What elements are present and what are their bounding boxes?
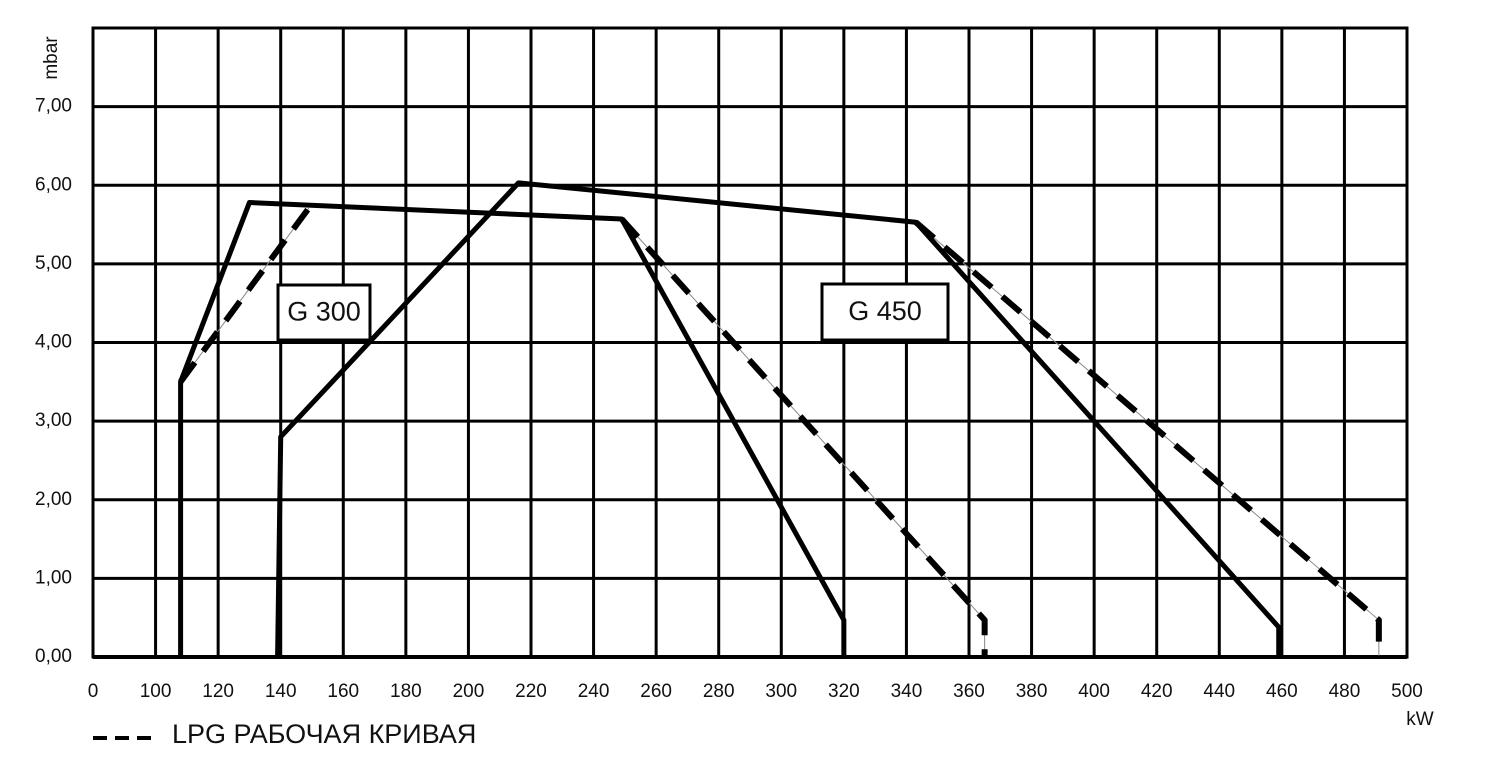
x-tick-label: 120 <box>202 681 234 702</box>
dashed-curve <box>178 206 988 657</box>
x-tick-label: 420 <box>1141 681 1173 702</box>
x-tick-label: 340 <box>891 681 923 702</box>
y-tick-label: 6,00 <box>35 174 72 195</box>
x-tick-label: 260 <box>640 681 672 702</box>
x-tick-label: 300 <box>765 681 797 702</box>
legend-label: LPG РАБОЧАЯ КРИВАЯ <box>172 719 476 749</box>
x-tick-label: 160 <box>327 681 359 702</box>
x-tick-label: 440 <box>1203 681 1235 702</box>
x-tick-label: 320 <box>828 681 860 702</box>
annotation: G 450 <box>848 296 922 326</box>
y-tick-label: 0,00 <box>35 646 72 667</box>
x-tick-label: 360 <box>953 681 985 702</box>
y-tick-label: 3,00 <box>35 410 72 431</box>
x-tick-label: 500 <box>1391 681 1423 702</box>
x-tick-label: 140 <box>265 681 297 702</box>
x-tick-label: 400 <box>1078 681 1110 702</box>
y-tick-label: 5,00 <box>35 253 72 274</box>
dashed-curve <box>913 219 1382 657</box>
annotation-box <box>276 283 372 342</box>
y-tick-label: 7,00 <box>35 96 72 117</box>
y-tick-label: 4,00 <box>35 332 72 353</box>
curve <box>178 200 847 657</box>
guide-line <box>180 207 986 657</box>
x-tick-label: 200 <box>453 681 485 702</box>
x-tick-label: 0 <box>88 681 99 702</box>
x-tick-label: 220 <box>515 681 547 702</box>
curve <box>275 180 1282 658</box>
annotation-box <box>820 282 950 342</box>
x-tick-label: 480 <box>1329 681 1361 702</box>
x-tick-label: 280 <box>703 681 735 702</box>
x-tick-label: 460 <box>1266 681 1298 702</box>
x-tick-label: 100 <box>140 681 172 702</box>
y-tick-label: 2,00 <box>35 489 72 510</box>
x-tick-label: 180 <box>390 681 422 702</box>
x-tick-label: 380 <box>1016 681 1048 702</box>
x-tick-label: 240 <box>578 681 610 702</box>
x-axis-label: kW <box>1406 709 1434 730</box>
annotation: G 300 <box>287 297 361 327</box>
y-tick-label: 1,00 <box>35 567 72 588</box>
guide-line <box>915 221 1380 657</box>
y-axis-label: mbar <box>41 36 62 80</box>
